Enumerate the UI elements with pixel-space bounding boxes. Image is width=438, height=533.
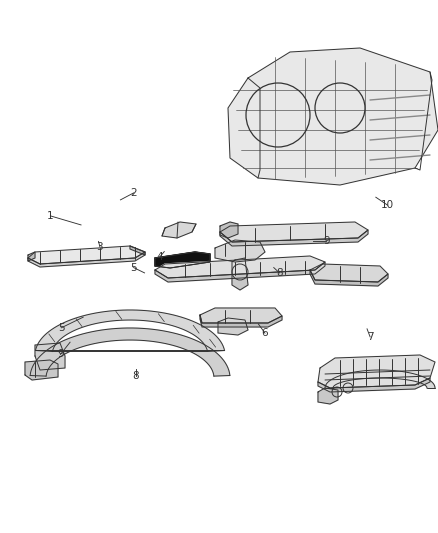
Polygon shape bbox=[200, 315, 282, 327]
Polygon shape bbox=[318, 378, 430, 392]
Polygon shape bbox=[130, 246, 145, 255]
Polygon shape bbox=[232, 258, 248, 290]
Polygon shape bbox=[310, 270, 388, 286]
Polygon shape bbox=[155, 262, 325, 282]
Polygon shape bbox=[30, 328, 230, 376]
Polygon shape bbox=[35, 343, 65, 370]
Text: 2: 2 bbox=[130, 188, 137, 198]
Polygon shape bbox=[218, 318, 248, 335]
Text: 1: 1 bbox=[47, 211, 54, 221]
Text: 6: 6 bbox=[261, 328, 268, 338]
Polygon shape bbox=[215, 240, 265, 262]
Text: 4: 4 bbox=[156, 252, 163, 262]
Polygon shape bbox=[162, 222, 196, 238]
Polygon shape bbox=[28, 252, 35, 261]
Polygon shape bbox=[28, 252, 145, 267]
Text: 8: 8 bbox=[132, 371, 139, 381]
Polygon shape bbox=[325, 370, 435, 388]
Text: 8: 8 bbox=[276, 268, 283, 278]
Text: 5: 5 bbox=[58, 323, 65, 333]
Text: 3: 3 bbox=[96, 242, 103, 252]
Polygon shape bbox=[220, 222, 368, 242]
Polygon shape bbox=[310, 264, 388, 282]
Polygon shape bbox=[220, 222, 238, 238]
Text: 7: 7 bbox=[367, 332, 374, 342]
Polygon shape bbox=[155, 252, 210, 268]
Text: 9: 9 bbox=[57, 350, 64, 359]
Polygon shape bbox=[155, 256, 325, 278]
Polygon shape bbox=[35, 310, 225, 351]
Polygon shape bbox=[228, 48, 438, 185]
Polygon shape bbox=[25, 360, 58, 380]
Text: 5: 5 bbox=[130, 263, 137, 272]
Text: 10: 10 bbox=[381, 200, 394, 210]
Polygon shape bbox=[200, 308, 282, 323]
Polygon shape bbox=[28, 246, 145, 264]
Polygon shape bbox=[318, 355, 435, 388]
Text: 9: 9 bbox=[323, 236, 330, 246]
Polygon shape bbox=[220, 230, 368, 246]
Polygon shape bbox=[318, 388, 338, 404]
